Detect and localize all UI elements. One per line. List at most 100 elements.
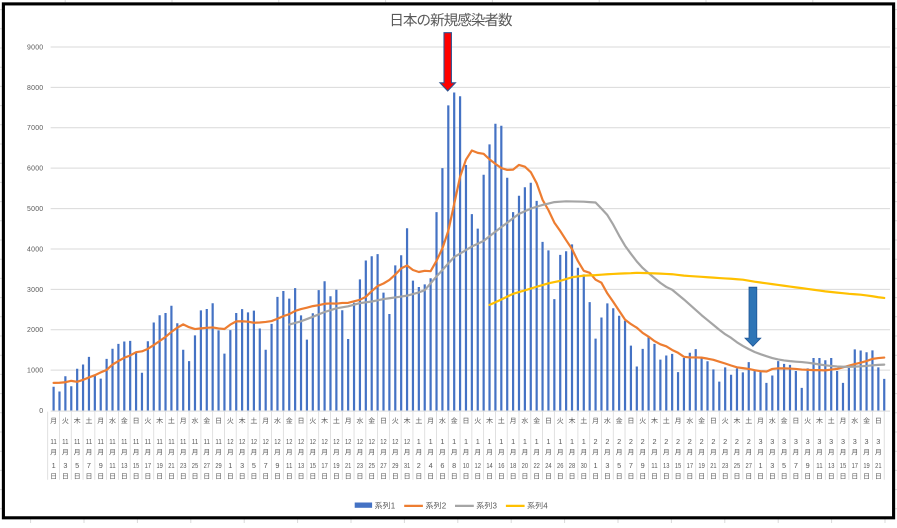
- svg-text:2: 2: [688, 437, 692, 446]
- svg-text:20: 20: [522, 461, 528, 470]
- svg-text:17: 17: [145, 461, 151, 470]
- svg-text:10: 10: [463, 461, 469, 470]
- svg-text:1: 1: [464, 437, 468, 446]
- svg-text:24: 24: [545, 461, 551, 470]
- svg-text:6000: 6000: [27, 166, 43, 173]
- svg-text:12: 12: [333, 437, 339, 446]
- svg-text:11: 11: [109, 437, 115, 446]
- svg-text:12: 12: [251, 437, 257, 446]
- svg-text:11: 11: [133, 437, 139, 446]
- svg-text:13: 13: [828, 461, 834, 470]
- svg-text:2: 2: [594, 437, 598, 446]
- svg-text:13: 13: [121, 461, 127, 470]
- svg-text:14: 14: [486, 461, 492, 470]
- svg-text:11: 11: [204, 437, 210, 446]
- svg-text:9: 9: [641, 461, 645, 470]
- svg-text:1: 1: [570, 437, 574, 446]
- svg-text:2: 2: [700, 437, 704, 446]
- svg-text:1: 1: [452, 437, 456, 446]
- svg-text:11: 11: [168, 437, 174, 446]
- svg-text:12: 12: [298, 437, 304, 446]
- svg-text:3: 3: [853, 437, 857, 446]
- svg-text:17: 17: [852, 461, 858, 470]
- svg-text:12: 12: [392, 437, 398, 446]
- svg-text:3: 3: [782, 437, 786, 446]
- svg-text:21: 21: [875, 461, 881, 470]
- svg-text:3: 3: [794, 437, 798, 446]
- svg-text:1: 1: [476, 437, 480, 446]
- svg-text:2: 2: [735, 437, 739, 446]
- svg-text:1: 1: [487, 437, 491, 446]
- svg-text:23: 23: [722, 461, 728, 470]
- svg-text:1: 1: [52, 461, 56, 470]
- svg-text:27: 27: [380, 461, 386, 470]
- svg-text:19: 19: [156, 461, 162, 470]
- svg-text:0: 0: [39, 408, 43, 415]
- svg-text:21: 21: [710, 461, 716, 470]
- svg-text:9: 9: [275, 461, 279, 470]
- svg-text:3000: 3000: [27, 287, 43, 294]
- svg-text:7000: 7000: [27, 125, 43, 132]
- svg-text:3: 3: [876, 437, 880, 446]
- svg-text:1: 1: [558, 437, 562, 446]
- svg-text:2: 2: [629, 437, 633, 446]
- svg-text:29: 29: [392, 461, 398, 470]
- svg-text:9: 9: [806, 461, 810, 470]
- svg-text:21: 21: [345, 461, 351, 470]
- svg-text:5: 5: [75, 461, 79, 470]
- svg-text:7: 7: [629, 461, 633, 470]
- svg-text:27: 27: [746, 461, 752, 470]
- svg-text:11: 11: [62, 437, 68, 446]
- svg-text:16: 16: [498, 461, 504, 470]
- svg-text:11: 11: [215, 437, 221, 446]
- svg-text:12: 12: [475, 461, 481, 470]
- svg-text:26: 26: [557, 461, 563, 470]
- svg-text:11: 11: [651, 461, 657, 470]
- svg-text:1: 1: [511, 437, 515, 446]
- svg-text:3: 3: [63, 461, 67, 470]
- svg-text:17: 17: [687, 461, 693, 470]
- svg-text:6: 6: [440, 461, 444, 470]
- svg-text:2: 2: [652, 437, 656, 446]
- svg-text:2: 2: [641, 437, 645, 446]
- svg-text:2: 2: [605, 437, 609, 446]
- svg-text:4000: 4000: [27, 246, 43, 253]
- svg-text:12: 12: [321, 437, 327, 446]
- svg-text:2: 2: [664, 437, 668, 446]
- svg-text:1: 1: [758, 461, 762, 470]
- svg-text:12: 12: [262, 437, 268, 446]
- svg-text:5: 5: [252, 461, 256, 470]
- svg-text:5000: 5000: [27, 206, 43, 213]
- svg-text:22: 22: [533, 461, 539, 470]
- svg-text:7: 7: [87, 461, 91, 470]
- svg-text:15: 15: [675, 461, 681, 470]
- svg-text:12: 12: [310, 437, 316, 446]
- svg-text:12: 12: [345, 437, 351, 446]
- svg-text:19: 19: [333, 461, 339, 470]
- svg-text:30: 30: [581, 461, 587, 470]
- svg-text:12: 12: [274, 437, 280, 446]
- svg-text:19: 19: [863, 461, 869, 470]
- svg-text:3: 3: [829, 437, 833, 446]
- svg-text:5: 5: [782, 461, 786, 470]
- svg-text:11: 11: [816, 461, 822, 470]
- svg-text:15: 15: [133, 461, 139, 470]
- svg-text:18: 18: [510, 461, 516, 470]
- svg-text:11: 11: [286, 461, 292, 470]
- svg-text:12: 12: [239, 437, 245, 446]
- svg-text:25: 25: [734, 461, 740, 470]
- svg-text:3: 3: [865, 437, 869, 446]
- svg-text:17: 17: [321, 461, 327, 470]
- svg-text:29: 29: [215, 461, 221, 470]
- svg-text:4: 4: [429, 461, 433, 470]
- svg-text:9: 9: [99, 461, 103, 470]
- svg-text:7: 7: [264, 461, 268, 470]
- svg-text:3: 3: [758, 437, 762, 446]
- svg-text:5: 5: [617, 461, 621, 470]
- svg-text:19: 19: [698, 461, 704, 470]
- svg-text:7: 7: [794, 461, 798, 470]
- svg-text:3: 3: [240, 461, 244, 470]
- svg-text:15: 15: [840, 461, 846, 470]
- svg-text:1: 1: [535, 437, 539, 446]
- svg-text:3: 3: [770, 437, 774, 446]
